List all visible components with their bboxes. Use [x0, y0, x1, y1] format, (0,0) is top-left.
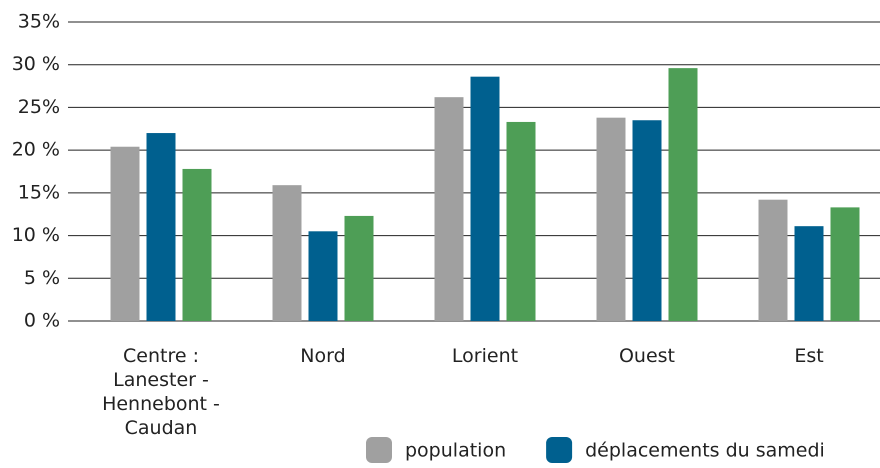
- x-tick-label: Centre : Lanester -Hennebont -Caudan: [102, 345, 220, 439]
- y-tick-label: 20 %: [12, 139, 60, 161]
- legend-swatch: [366, 437, 392, 463]
- bar: [668, 68, 698, 321]
- legend-label: déplacements du samedi: [585, 440, 825, 462]
- y-tick-label: 5 %: [24, 267, 60, 289]
- x-tick-label: Ouest: [619, 345, 675, 367]
- bar: [830, 207, 860, 321]
- y-tick-label: 35%: [18, 11, 60, 33]
- bar: [272, 185, 302, 321]
- bar: [182, 168, 212, 321]
- y-tick-label: 25%: [18, 96, 60, 118]
- legend-swatch: [546, 437, 573, 463]
- bar: [110, 146, 140, 321]
- y-tick-label: 30 %: [12, 53, 60, 75]
- bar: [596, 117, 626, 322]
- bar: [434, 97, 464, 321]
- bar: [506, 121, 536, 321]
- legend-label: population: [405, 440, 506, 462]
- x-tick-label: Est: [794, 345, 823, 367]
- bar: [758, 199, 788, 321]
- y-tick-label: 0 %: [24, 310, 60, 332]
- bar: [632, 120, 662, 321]
- x-tick-label: Lorient: [452, 345, 518, 367]
- y-tick-label: 10 %: [12, 224, 60, 246]
- y-tick-label: 15%: [18, 181, 60, 203]
- bar: [470, 76, 500, 321]
- bar: [146, 133, 176, 321]
- bar: [344, 215, 374, 321]
- x-tick-label: Nord: [300, 345, 345, 367]
- bar: [794, 226, 824, 321]
- bar: [308, 231, 338, 321]
